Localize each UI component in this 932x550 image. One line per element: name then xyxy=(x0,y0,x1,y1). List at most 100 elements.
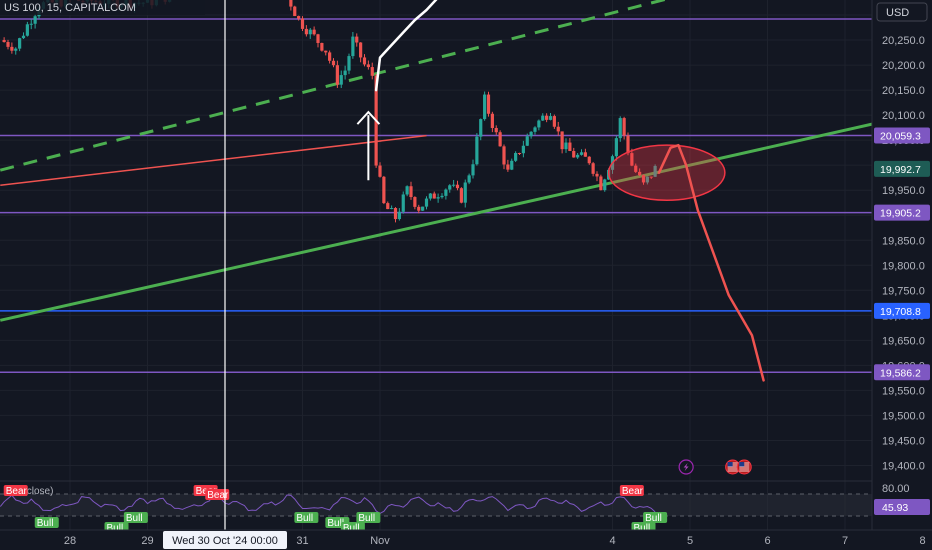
level-price-tag-label: 19,586.2 xyxy=(880,367,921,379)
candle-body xyxy=(533,127,537,132)
level-price-tag-label: 20,059.3 xyxy=(880,130,921,142)
bear-tag-label: Bear xyxy=(207,490,229,501)
currency-button[interactable]: USD xyxy=(876,2,928,22)
currency-button-bg[interactable] xyxy=(876,2,928,22)
candle-body xyxy=(471,164,475,176)
candle-body xyxy=(293,6,297,17)
bull-tag-label: Bull xyxy=(126,513,143,524)
time-axis[interactable]: 282931Nov4567811Wed 30 Oct '24 00:00 xyxy=(0,529,932,550)
candle-body xyxy=(595,173,599,177)
price-axis-bg xyxy=(872,0,932,530)
drawings[interactable] xyxy=(356,0,765,382)
candle-body xyxy=(339,75,343,85)
candle-body xyxy=(405,186,409,195)
time-tick-label: 6 xyxy=(764,535,770,547)
dashed-trendline[interactable] xyxy=(0,0,682,172)
candle-body xyxy=(413,197,417,207)
bull-tag-label: Bull xyxy=(358,513,375,524)
candle-body xyxy=(483,94,487,120)
candle-body xyxy=(359,42,363,58)
white-arrow-head[interactable] xyxy=(356,110,381,125)
candle-body xyxy=(591,163,595,174)
candle-body xyxy=(397,211,401,220)
price-tick-label: 19,450.0 xyxy=(882,435,925,447)
time-tick-label: 28 xyxy=(64,535,76,547)
candle-body xyxy=(424,198,429,207)
rsi-level-label: 80.00 xyxy=(882,483,910,495)
bear-tag-label: Bear xyxy=(622,486,644,497)
candle-body xyxy=(304,28,308,35)
candle-body xyxy=(467,175,471,183)
candle-body xyxy=(328,52,332,61)
candle-body xyxy=(548,116,553,120)
candle-body xyxy=(355,36,359,43)
candle-body xyxy=(393,208,398,220)
candle-body xyxy=(351,36,355,57)
candle-body xyxy=(576,154,580,158)
candle-body xyxy=(362,57,367,65)
candle-body xyxy=(343,70,347,76)
white-projection-squiggle[interactable] xyxy=(374,0,438,92)
grid xyxy=(0,0,923,530)
candle-body xyxy=(409,186,413,198)
candle-body xyxy=(335,65,339,85)
level-price-tag[interactable] xyxy=(874,127,930,144)
candle-body xyxy=(510,160,514,170)
bull-tag xyxy=(294,512,319,523)
bear-tag-label: Bear xyxy=(6,486,28,497)
price-axis[interactable]: 20,300.020,250.020,200.020,150.020,100.0… xyxy=(871,0,932,530)
target-zone-ellipse[interactable] xyxy=(607,144,726,201)
candle-body xyxy=(18,38,22,49)
bull-tag xyxy=(643,512,668,523)
candle-body xyxy=(514,153,518,161)
red-projection-path[interactable] xyxy=(657,143,765,382)
current-price-tag[interactable] xyxy=(874,160,930,177)
candle-body xyxy=(568,142,572,151)
candle-body xyxy=(14,48,18,51)
bull-tag-label: Bull xyxy=(327,518,344,529)
level-price-tag[interactable] xyxy=(874,204,930,221)
candle-body xyxy=(521,145,525,154)
candle-body xyxy=(614,138,618,157)
candle-body xyxy=(556,126,560,132)
bull-tag-label: Bull xyxy=(634,523,651,534)
candle-body xyxy=(622,118,626,136)
horizontal-levels[interactable] xyxy=(0,18,872,374)
symbol-header: US 100, 15, CAPITALCOM xyxy=(0,0,205,15)
candle-body xyxy=(564,142,568,150)
currency-button-label[interactable]: USD xyxy=(886,7,909,19)
candle-body xyxy=(502,146,506,165)
bear-tag xyxy=(619,485,644,496)
rsi-value-tag xyxy=(874,499,930,515)
candle-body xyxy=(455,184,460,189)
candle-body xyxy=(587,156,591,164)
candle-body xyxy=(421,206,425,211)
candle-body xyxy=(572,150,576,158)
level-price-tag-label: 19,905.2 xyxy=(880,208,921,220)
price-tick-label: 19,500.0 xyxy=(882,410,925,422)
candle-body xyxy=(448,185,452,190)
candle-body xyxy=(552,116,556,127)
candle-body xyxy=(428,193,432,199)
trendlines[interactable] xyxy=(0,0,932,322)
price-tick-label: 19,650.0 xyxy=(882,335,925,347)
bull-tag-label: Bull xyxy=(296,513,313,524)
candle-body xyxy=(370,67,374,76)
candle-body xyxy=(432,193,436,199)
price-tick-label: 19,800.0 xyxy=(882,260,925,272)
bear-tag xyxy=(205,489,230,500)
candle-body xyxy=(634,165,638,172)
candle-body xyxy=(490,113,494,128)
candle-body xyxy=(289,0,293,7)
red-trendline[interactable] xyxy=(0,134,427,186)
level-price-tag[interactable] xyxy=(874,302,930,319)
us-flag-canton xyxy=(727,462,733,467)
candle-body xyxy=(300,18,305,29)
price-tick-label: 19,400.0 xyxy=(882,460,925,472)
rsi-line xyxy=(0,493,656,514)
green-trendline[interactable] xyxy=(0,90,932,322)
candle-body xyxy=(436,197,440,199)
level-price-tag[interactable] xyxy=(874,364,930,381)
